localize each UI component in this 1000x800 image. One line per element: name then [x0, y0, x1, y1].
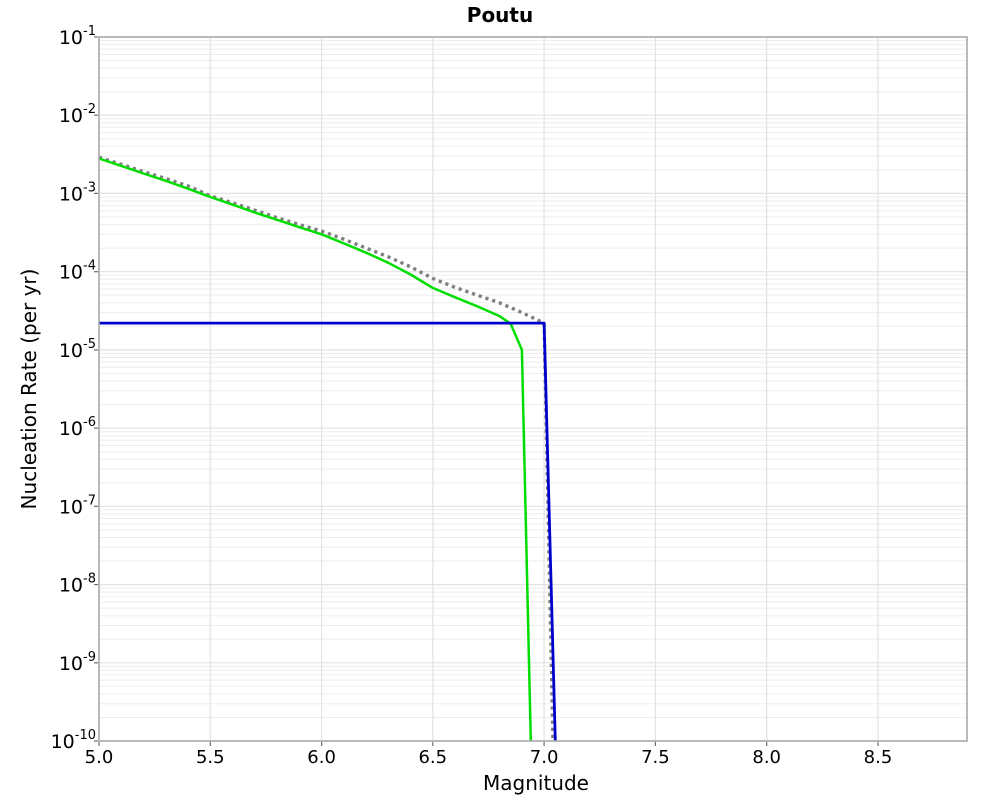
grid-layer: [99, 37, 967, 741]
axis-layer: 5.0 5.5 6.0 6.5 7.0 7.5 8.0 8.5 10-1 10-2 10-3 10-4…: [51, 24, 968, 768]
y-tick-label: 10-1: [59, 24, 96, 49]
x-tick-label: 6.0: [307, 747, 336, 768]
x-tick-label: 8.5: [864, 747, 893, 768]
y-tick-label: 10-5: [59, 337, 96, 362]
y-tick-label: 10-3: [59, 180, 96, 205]
y-tick-label: 10-6: [59, 415, 96, 440]
y-tick-label: 10-2: [59, 102, 96, 127]
x-tick-label: 6.5: [418, 747, 447, 768]
y-tick-label: 10-9: [59, 650, 96, 675]
x-axis-label: Magnitude: [483, 771, 589, 795]
blue-solid-line: [99, 321, 557, 742]
x-tick-label: 5.0: [85, 747, 114, 768]
series-layer: [98, 155, 557, 742]
y-tick-label: 10-7: [59, 493, 96, 518]
x-tick-label: 8.0: [752, 747, 781, 768]
x-tick-label: 7.0: [530, 747, 559, 768]
green-solid-curve: [98, 157, 533, 742]
y-tick-label: 10-8: [59, 572, 96, 597]
y-tick-label: 10-10: [51, 728, 96, 753]
y-axis-label: Nucleation Rate (per yr): [17, 269, 41, 510]
y-tick-label: 10-4: [59, 259, 96, 284]
chart-title: Poutu: [467, 3, 533, 27]
gray-dotted-curve: [98, 155, 555, 742]
x-tick-label: 5.5: [196, 747, 225, 768]
x-tick-label: 7.5: [641, 747, 670, 768]
